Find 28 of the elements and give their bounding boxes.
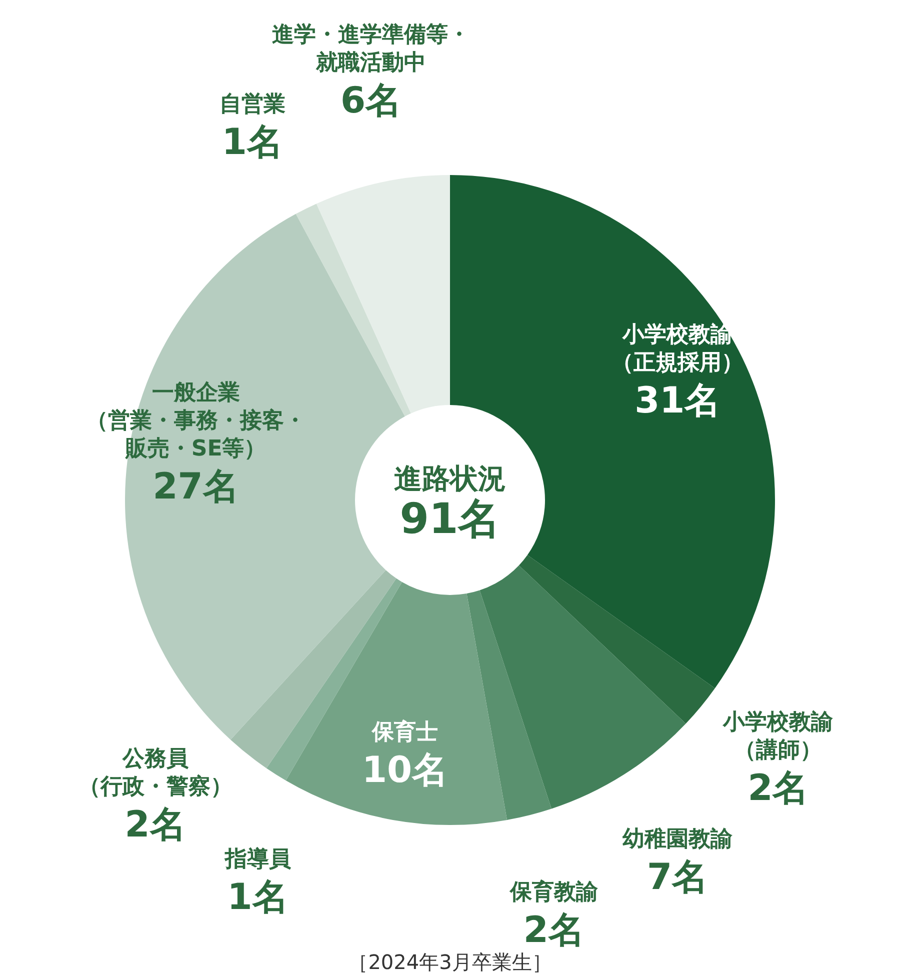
slice-label: 自営業 bbox=[219, 92, 286, 117]
text: 91名 bbox=[400, 494, 500, 543]
data-label: 2名 bbox=[748, 768, 809, 809]
slice-label: 幼稚園教諭 bbox=[622, 827, 734, 852]
data-label: 7名 bbox=[646, 857, 708, 898]
data-label: 1名 bbox=[227, 877, 288, 918]
donut-slice bbox=[466, 590, 552, 820]
data-label: 10名 bbox=[362, 750, 448, 792]
slice-label: 一般企業（営業・事務・接客・販売・SE等） bbox=[86, 380, 306, 462]
text: ［2024年3月卒業生］ bbox=[348, 950, 552, 974]
donut-slice bbox=[518, 555, 715, 724]
data-label: 27名 bbox=[152, 466, 239, 508]
slice-label: 保育教諭 bbox=[508, 879, 599, 906]
data-label: 2名 bbox=[523, 910, 584, 952]
slice-label: 公務員（行政・警察） bbox=[78, 746, 232, 800]
donut-slice bbox=[480, 565, 686, 809]
donut-slice bbox=[286, 582, 508, 824]
slice-label: 小学校教諭（講師） bbox=[722, 710, 834, 763]
data-label: 2名 bbox=[124, 804, 186, 846]
data-label: 6名 bbox=[340, 80, 402, 122]
donut-slice bbox=[316, 175, 450, 414]
text: 進路状況 bbox=[394, 462, 506, 495]
slice-label: 保育士 bbox=[371, 719, 438, 746]
data-label: 31名 bbox=[634, 380, 721, 422]
slice-label: 進学・進学準備等・就職活動中 bbox=[272, 22, 470, 76]
donut-slice bbox=[296, 204, 411, 416]
slice-label: 指導員 bbox=[224, 846, 291, 872]
data-label: 1名 bbox=[222, 122, 283, 163]
